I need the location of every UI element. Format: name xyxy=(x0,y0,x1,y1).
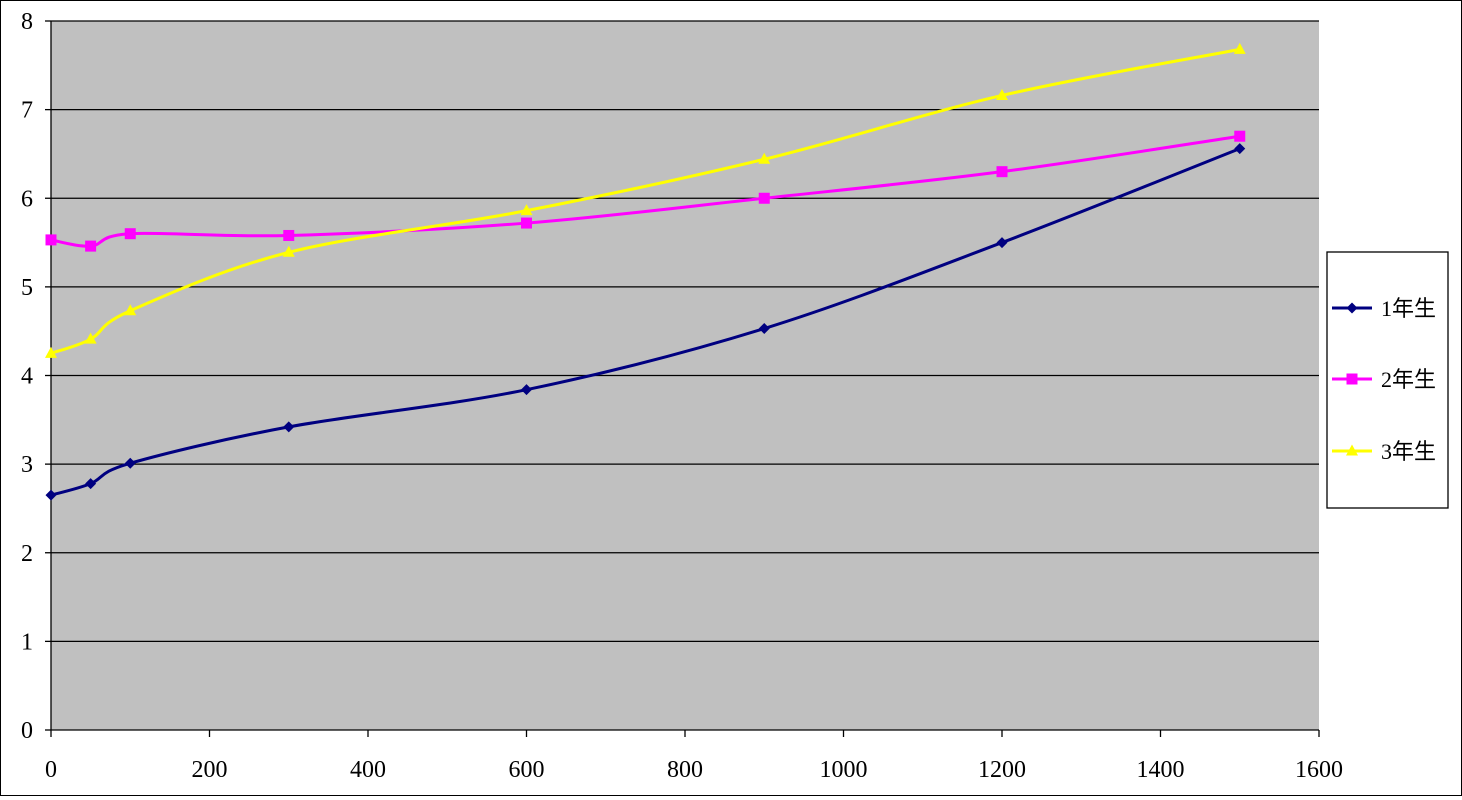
data-point xyxy=(283,421,295,433)
data-point xyxy=(45,346,57,358)
legend-label: 1年生 xyxy=(1381,296,1436,321)
legend-marker xyxy=(1346,444,1358,456)
y-tick-label: 1 xyxy=(21,629,33,655)
series-layer xyxy=(45,42,1246,501)
legend-label: 3年生 xyxy=(1381,439,1436,464)
legend-item-1: 1年生 xyxy=(1332,296,1436,321)
data-point xyxy=(521,384,532,396)
data-point xyxy=(124,457,136,469)
data-point xyxy=(996,237,1008,249)
data-point xyxy=(85,478,97,490)
y-tick-label: 8 xyxy=(21,9,33,35)
gridlines xyxy=(51,20,1319,643)
x-tick-label: 1400 xyxy=(1137,757,1185,783)
data-point xyxy=(124,228,136,240)
x-tick-label: 600 xyxy=(509,757,545,783)
legend: 1年生 2年生 3年生 xyxy=(1326,251,1449,509)
y-tick-label: 7 xyxy=(21,98,33,124)
data-point xyxy=(521,217,532,229)
data-point xyxy=(124,304,137,316)
legend-marker xyxy=(1346,302,1358,314)
x-tick-label: 400 xyxy=(350,757,386,783)
data-point xyxy=(282,245,295,257)
x-tick-label: 1000 xyxy=(820,757,868,783)
data-point xyxy=(85,240,97,252)
series-3 xyxy=(45,42,1246,358)
data-point xyxy=(1233,42,1246,54)
data-point xyxy=(1234,143,1246,155)
axes: 0 1 2 3 4 5 6 7 8 0 200 400 600 800 1000 1200 1400 1600 xyxy=(21,9,1343,783)
y-tick-label: 6 xyxy=(21,186,33,212)
legend-item-3: 3年生 xyxy=(1332,439,1436,464)
y-tick-label: 2 xyxy=(21,541,33,567)
data-point xyxy=(45,234,57,246)
series-1 xyxy=(45,143,1246,501)
x-tick-label: 800 xyxy=(667,757,703,783)
data-point xyxy=(45,489,57,501)
series-2 xyxy=(45,130,1246,252)
data-point xyxy=(758,192,770,204)
y-tick-label: 5 xyxy=(21,275,33,301)
data-point xyxy=(996,166,1008,178)
y-tick-label: 0 xyxy=(21,718,33,744)
x-tick-label: 200 xyxy=(192,757,228,783)
x-tick-label: 1600 xyxy=(1295,757,1343,783)
y-tick-label: 3 xyxy=(21,452,33,478)
legend-item-2: 2年生 xyxy=(1332,367,1436,392)
data-point xyxy=(758,152,771,164)
data-point xyxy=(758,323,770,335)
x-tick-label: 0 xyxy=(45,757,57,783)
legend-marker xyxy=(1346,373,1358,385)
data-point xyxy=(84,332,97,344)
legend-label: 2年生 xyxy=(1381,367,1436,392)
data-point xyxy=(1234,130,1246,142)
x-tick-label: 1200 xyxy=(978,757,1026,783)
data-point xyxy=(520,204,533,216)
data-point xyxy=(283,229,295,241)
y-tick-label: 4 xyxy=(21,364,33,390)
data-point xyxy=(996,88,1008,100)
